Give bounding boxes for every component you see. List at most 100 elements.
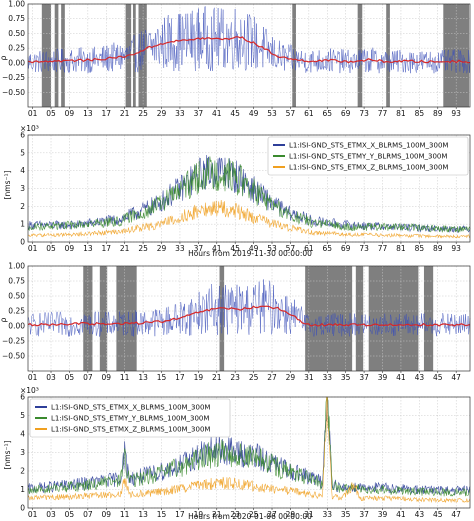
x-tick-label: 35 bbox=[341, 373, 351, 382]
x-tick-label: 09 bbox=[101, 373, 111, 382]
x-tick-label: 33 bbox=[175, 109, 185, 118]
x-tick-label: 43 bbox=[415, 510, 425, 519]
x-tick-label: 21 bbox=[212, 510, 222, 519]
y-tick-label: 0 bbox=[20, 238, 25, 247]
y-axis-label: [nms⁻¹] bbox=[3, 171, 12, 200]
x-tick-label: 37 bbox=[194, 244, 204, 253]
x-tick-label: 03 bbox=[46, 510, 56, 519]
y-tick-label: 0.00 bbox=[8, 58, 25, 67]
x-tick-label: 31 bbox=[304, 373, 314, 382]
masked-region bbox=[132, 4, 136, 107]
x-tick-label: 09 bbox=[65, 109, 75, 118]
y-tick-label: 3 bbox=[20, 448, 25, 457]
y-tick-label: 6 bbox=[20, 131, 25, 140]
x-tick-label: 69 bbox=[341, 244, 351, 253]
x-tick-label: 09 bbox=[101, 510, 111, 519]
x-tick-label: 85 bbox=[415, 109, 425, 118]
y-tick-label: 6 bbox=[20, 393, 25, 402]
y-tick-label: −0.50 bbox=[2, 88, 25, 97]
y-tick-label: 0.25 bbox=[8, 307, 25, 316]
x-tick-label: 01 bbox=[28, 244, 38, 253]
x-tick-label: 29 bbox=[157, 109, 167, 118]
x-tick-label: 15 bbox=[157, 510, 167, 519]
x-tick-label: 01 bbox=[28, 510, 38, 519]
x-tick-label: 33 bbox=[322, 373, 332, 382]
x-tick-label: 77 bbox=[378, 109, 388, 118]
x-tick-label: 89 bbox=[433, 109, 443, 118]
x-tick-label: 19 bbox=[194, 373, 204, 382]
legend-label: L1:ISI-GND_STS_ETMX_Z_BLRMS_100M_300M bbox=[51, 426, 210, 434]
x-tick-label: 03 bbox=[46, 373, 56, 382]
y-tick-label: 5 bbox=[20, 411, 25, 420]
y-tick-label: 3 bbox=[20, 184, 25, 193]
panel-blrms-2020: ×10³ [nms⁻¹] Hours from 2020-01-06 00:00… bbox=[3, 386, 471, 521]
x-tick-label: 41 bbox=[396, 510, 406, 519]
x-tick-label: 39 bbox=[378, 510, 388, 519]
masked-region bbox=[54, 4, 59, 107]
x-tick-label: 53 bbox=[267, 109, 277, 118]
x-tick-label: 65 bbox=[322, 244, 332, 253]
y-tick-label: 0.50 bbox=[8, 292, 25, 301]
y-tick-label: 1 bbox=[20, 485, 25, 494]
x-tick-label: 19 bbox=[194, 510, 204, 519]
y-tick-label: 0.00 bbox=[8, 322, 25, 331]
x-tick-label: 05 bbox=[65, 373, 75, 382]
x-tick-label: 53 bbox=[267, 244, 277, 253]
x-tick-label: 73 bbox=[359, 244, 369, 253]
x-tick-label: 29 bbox=[157, 244, 167, 253]
y-axis-label: ρ bbox=[0, 317, 8, 322]
x-tick-label: 23 bbox=[230, 373, 240, 382]
x-tick-label: 73 bbox=[359, 109, 369, 118]
x-tick-label: 17 bbox=[101, 109, 111, 118]
x-tick-label: 57 bbox=[286, 109, 296, 118]
raw-correlation-line bbox=[27, 279, 471, 338]
x-tick-label: 01 bbox=[28, 109, 38, 118]
y-tick-label: 0.25 bbox=[8, 44, 25, 53]
x-tick-label: 81 bbox=[396, 109, 406, 118]
x-tick-label: 61 bbox=[304, 109, 314, 118]
axes-frame bbox=[27, 134, 471, 243]
x-tick-label: 47 bbox=[451, 510, 461, 519]
x-tick-label: 25 bbox=[138, 109, 148, 118]
masked-region bbox=[99, 266, 108, 371]
x-tick-label: 21 bbox=[120, 244, 130, 253]
x-tick-label: 41 bbox=[396, 373, 406, 382]
y-tick-label: 4 bbox=[20, 166, 25, 175]
smoothed-correlation-line bbox=[27, 305, 471, 327]
x-tick-label: 27 bbox=[267, 373, 277, 382]
x-tick-label: 29 bbox=[286, 373, 296, 382]
masked-region bbox=[386, 4, 390, 107]
legend-label: L1:ISI-GND_STS_ETMY_Y_BLRMS_100M_300M bbox=[51, 415, 209, 423]
y-tick-label: 2 bbox=[20, 202, 25, 211]
y-tick-label: 1.00 bbox=[8, 262, 25, 271]
y-tick-label: 1 bbox=[20, 220, 25, 229]
x-tick-label: 41 bbox=[212, 244, 222, 253]
x-tick-label: 85 bbox=[415, 244, 425, 253]
masked-region bbox=[138, 4, 147, 107]
y-tick-label: −0.25 bbox=[2, 337, 25, 346]
x-tick-label: 93 bbox=[451, 244, 461, 253]
x-tick-label: 45 bbox=[230, 109, 240, 118]
y-tick-label: −0.25 bbox=[2, 73, 25, 82]
masked-region bbox=[368, 266, 419, 371]
series-line-3 bbox=[27, 396, 471, 504]
x-tick-label: 57 bbox=[286, 244, 296, 253]
x-tick-label: 65 bbox=[322, 109, 332, 118]
smoothed-correlation-line bbox=[27, 36, 471, 64]
x-axis-label: Hours from 2020-01-06 00:00:00 bbox=[188, 512, 312, 521]
y-tick-label: 4 bbox=[20, 430, 25, 439]
legend-label: L1:ISI-GND_STS_ETMY_Y_BLRMS_100M_300M bbox=[289, 153, 447, 161]
masked-region bbox=[423, 266, 434, 371]
x-tick-label: 25 bbox=[249, 373, 259, 382]
x-tick-label: 07 bbox=[83, 373, 93, 382]
x-axis-label: Hours from 2019-11-30 00:00:00 bbox=[188, 249, 312, 258]
x-tick-label: 37 bbox=[359, 510, 369, 519]
panel-correlation-2019: ρ −0.50 −0.25 0.00 0.25 0.50 0.75 1.00 01 05 09 13… bbox=[0, 0, 471, 118]
x-tick-label: 07 bbox=[83, 510, 93, 519]
x-tick-label: 17 bbox=[175, 373, 185, 382]
y-tick-label: 0.75 bbox=[8, 277, 25, 286]
x-tick-label: 49 bbox=[249, 244, 259, 253]
x-tick-label: 23 bbox=[230, 510, 240, 519]
y-tick-label: 2 bbox=[20, 467, 25, 476]
legend-label: L1:ISI-GND_STS_ETMX_X_BLRMS_100M_300M bbox=[51, 404, 210, 412]
